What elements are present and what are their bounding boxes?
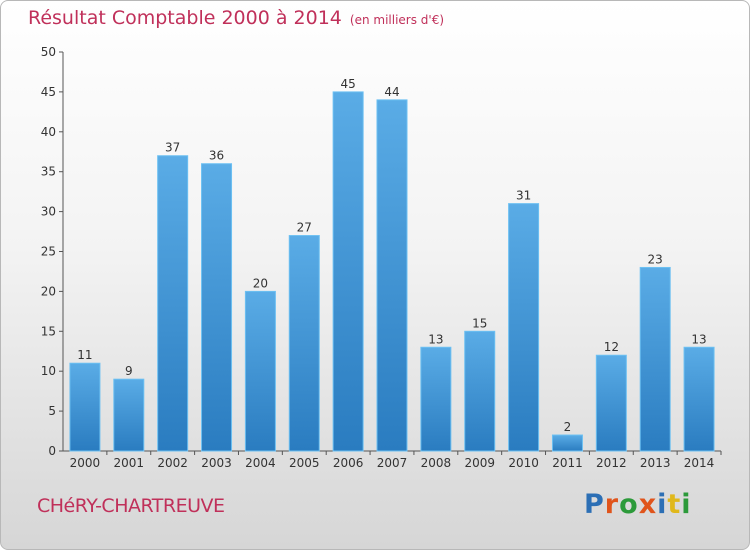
data-label-2006: 45 bbox=[340, 77, 355, 91]
x-tick-label-2014: 2014 bbox=[684, 456, 715, 470]
bar-2012 bbox=[595, 354, 627, 452]
x-tick-label-2003: 2003 bbox=[201, 456, 232, 470]
bar-2004 bbox=[244, 290, 276, 452]
title-text: Résultat Comptable 2000 à 2014 bbox=[28, 7, 342, 29]
x-tick-label-2007: 2007 bbox=[377, 456, 408, 470]
bars bbox=[69, 91, 715, 452]
x-tick-label-2013: 2013 bbox=[640, 456, 671, 470]
x-tick-label-2008: 2008 bbox=[421, 456, 452, 470]
logo-letter: P bbox=[584, 489, 605, 520]
data-label-2008: 13 bbox=[428, 332, 443, 346]
x-tick-label-2012: 2012 bbox=[596, 456, 627, 470]
x-tick-label-2004: 2004 bbox=[245, 456, 276, 470]
y-tick-label: 10 bbox=[41, 364, 56, 378]
bar-2011 bbox=[551, 434, 583, 452]
x-tick-label-2002: 2002 bbox=[157, 456, 188, 470]
y-tick-label: 45 bbox=[41, 85, 56, 99]
data-labels: 11 9 37 36 20 27 45 44 13 15 31 2 12 23 13 bbox=[77, 77, 706, 434]
logo-letter: x bbox=[638, 489, 658, 520]
proxiti-logo[interactable]: Proxiti bbox=[584, 489, 692, 520]
bar-2008 bbox=[420, 346, 452, 452]
logo-letter: o bbox=[619, 489, 639, 520]
logo-letter: i bbox=[681, 489, 692, 520]
y-tick-label: 0 bbox=[48, 444, 56, 458]
data-label-2013: 23 bbox=[648, 252, 663, 266]
bar-2007 bbox=[376, 99, 408, 452]
logo-letter: t bbox=[667, 489, 682, 520]
bar-2005 bbox=[288, 235, 320, 452]
bar-2002 bbox=[157, 155, 189, 452]
data-label-2004: 20 bbox=[253, 276, 268, 290]
bar-2001 bbox=[113, 378, 145, 452]
bar-2014 bbox=[683, 346, 715, 452]
data-label-2001: 9 bbox=[125, 364, 133, 378]
y-tick-label: 40 bbox=[41, 125, 56, 139]
x-tick-label-2000: 2000 bbox=[70, 456, 101, 470]
x-tick-label-2011: 2011 bbox=[552, 456, 583, 470]
bar-2000 bbox=[69, 362, 101, 452]
y-tick-label: 25 bbox=[41, 245, 56, 259]
y-tick-label: 20 bbox=[41, 284, 56, 298]
bar-2006 bbox=[332, 91, 364, 452]
y-tick-label: 15 bbox=[41, 324, 56, 338]
data-label-2007: 44 bbox=[384, 85, 399, 99]
data-label-2012: 12 bbox=[604, 340, 619, 354]
title-unit: (en milliers d'€) bbox=[349, 13, 445, 27]
data-label-2014: 13 bbox=[691, 332, 706, 346]
chart-title: Résultat Comptable 2000 à 2014 (en millie… bbox=[28, 7, 444, 29]
data-label-2000: 11 bbox=[77, 348, 92, 362]
data-label-2010: 31 bbox=[516, 189, 531, 203]
x-tick-label-2001: 2001 bbox=[114, 456, 145, 470]
bar-2009 bbox=[464, 330, 496, 452]
y-tick-label: 50 bbox=[41, 45, 56, 59]
data-label-2009: 15 bbox=[472, 316, 487, 330]
x-tick-label-2005: 2005 bbox=[289, 456, 320, 470]
data-label-2011: 2 bbox=[564, 420, 572, 434]
y-tick-label: 35 bbox=[41, 165, 56, 179]
data-label-2002: 37 bbox=[165, 141, 180, 155]
bar-2003 bbox=[201, 163, 233, 452]
bar-2010 bbox=[508, 203, 540, 452]
logo-letter: r bbox=[604, 489, 620, 520]
x-tick-label-2010: 2010 bbox=[508, 456, 539, 470]
commune-name: CHéRY-CHARTREUVE bbox=[37, 495, 225, 517]
data-label-2003: 36 bbox=[209, 149, 224, 163]
x-tick-label-2009: 2009 bbox=[464, 456, 495, 470]
x-tick-label-2006: 2006 bbox=[333, 456, 364, 470]
logo-letter: i bbox=[657, 489, 668, 520]
y-tick-label: 30 bbox=[41, 205, 56, 219]
y-tick-label: 5 bbox=[48, 404, 56, 418]
data-label-2005: 27 bbox=[297, 221, 312, 235]
bar-2013 bbox=[639, 266, 671, 452]
